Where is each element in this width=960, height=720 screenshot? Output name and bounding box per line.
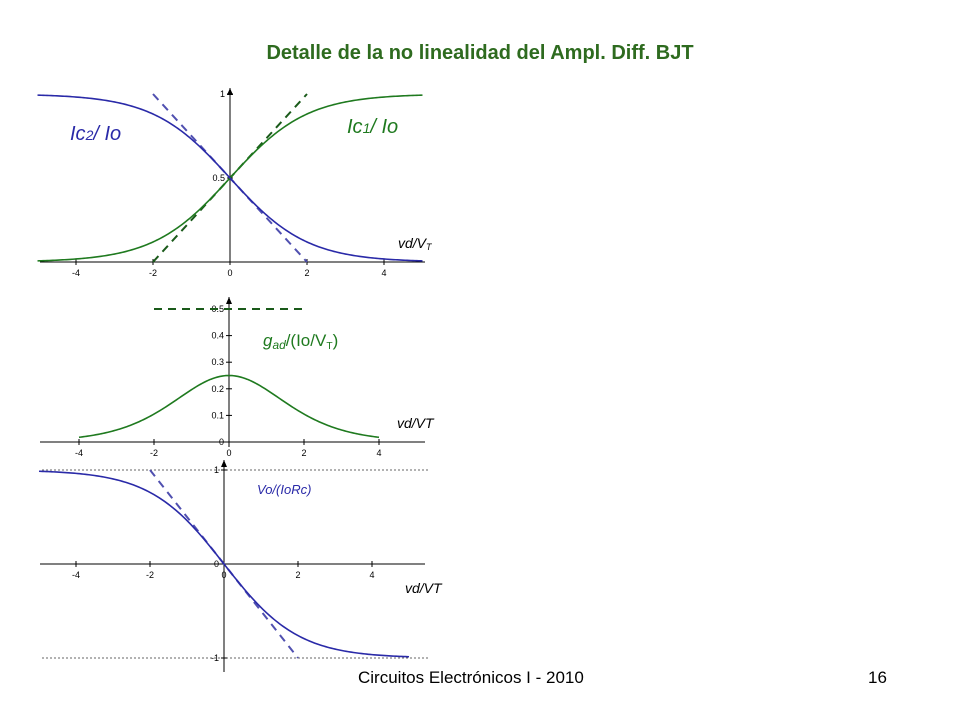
- series-label-0: gad/(Io/VT): [263, 331, 338, 352]
- slide-title: Detalle de la no linealidad del Ampl. Di…: [266, 42, 694, 64]
- y-axis-arrow: [226, 297, 232, 304]
- y-axis-arrow: [221, 460, 227, 467]
- y-tick-label: 0: [219, 437, 224, 447]
- footer-page-number: 16: [868, 668, 887, 687]
- x-tick-label: 2: [301, 448, 306, 458]
- x-tick-label: 2: [304, 268, 309, 278]
- y-tick-label: 0: [214, 559, 219, 569]
- y-tick-label: 0.2: [211, 384, 224, 394]
- x-tick-label: -2: [150, 448, 158, 458]
- x-axis-label: vd/VT: [405, 580, 443, 596]
- x-tick-label: 4: [376, 448, 381, 458]
- y-tick-label: -1: [211, 653, 219, 663]
- y-axis-arrow: [227, 88, 233, 95]
- y-tick-label: 0.1: [211, 410, 224, 420]
- series-label-0: Vo/(IoRc): [257, 482, 311, 497]
- y-tick-label: 1: [220, 89, 225, 99]
- series-line-0: [78, 374, 380, 439]
- x-tick-label: 0: [227, 268, 232, 278]
- y-tick-label: 1: [214, 465, 219, 475]
- x-tick-label: -2: [149, 268, 157, 278]
- x-tick-label: 4: [381, 268, 386, 278]
- series-line-0: [38, 470, 410, 658]
- y-tick-label: 0.3: [211, 357, 224, 367]
- x-tick-label: 2: [295, 570, 300, 580]
- x-tick-label: 0: [221, 570, 226, 580]
- x-tick-label: -4: [72, 268, 80, 278]
- y-tick-label: 0.4: [211, 331, 224, 341]
- x-tick-label: -2: [146, 570, 154, 580]
- footer-course: Circuitos Electrónicos I - 2010: [358, 668, 584, 687]
- x-tick-label: 0: [226, 448, 231, 458]
- series-line-1: [37, 94, 423, 262]
- x-axis-label: vd/VT: [398, 235, 433, 252]
- x-tick-label: -4: [72, 570, 80, 580]
- x-tick-label: -4: [75, 448, 83, 458]
- series-label-0: Ic1/ Io: [347, 116, 398, 138]
- x-tick-label: 4: [369, 570, 374, 580]
- chart-panel-ic-ratio: -4 -2 0 2 4 0.5 1 Ic1/ Io Ic2/ Io vd/VT: [37, 88, 433, 278]
- series-label-1: Ic2/ Io: [70, 123, 121, 145]
- chart-panel-vo: -4 -2 0 2 4 -1 0 1 Vo/(IoRc) vd/VT: [38, 460, 443, 672]
- y-tick-label: 0.5: [212, 173, 225, 183]
- x-axis-label: vd/VT: [397, 415, 435, 431]
